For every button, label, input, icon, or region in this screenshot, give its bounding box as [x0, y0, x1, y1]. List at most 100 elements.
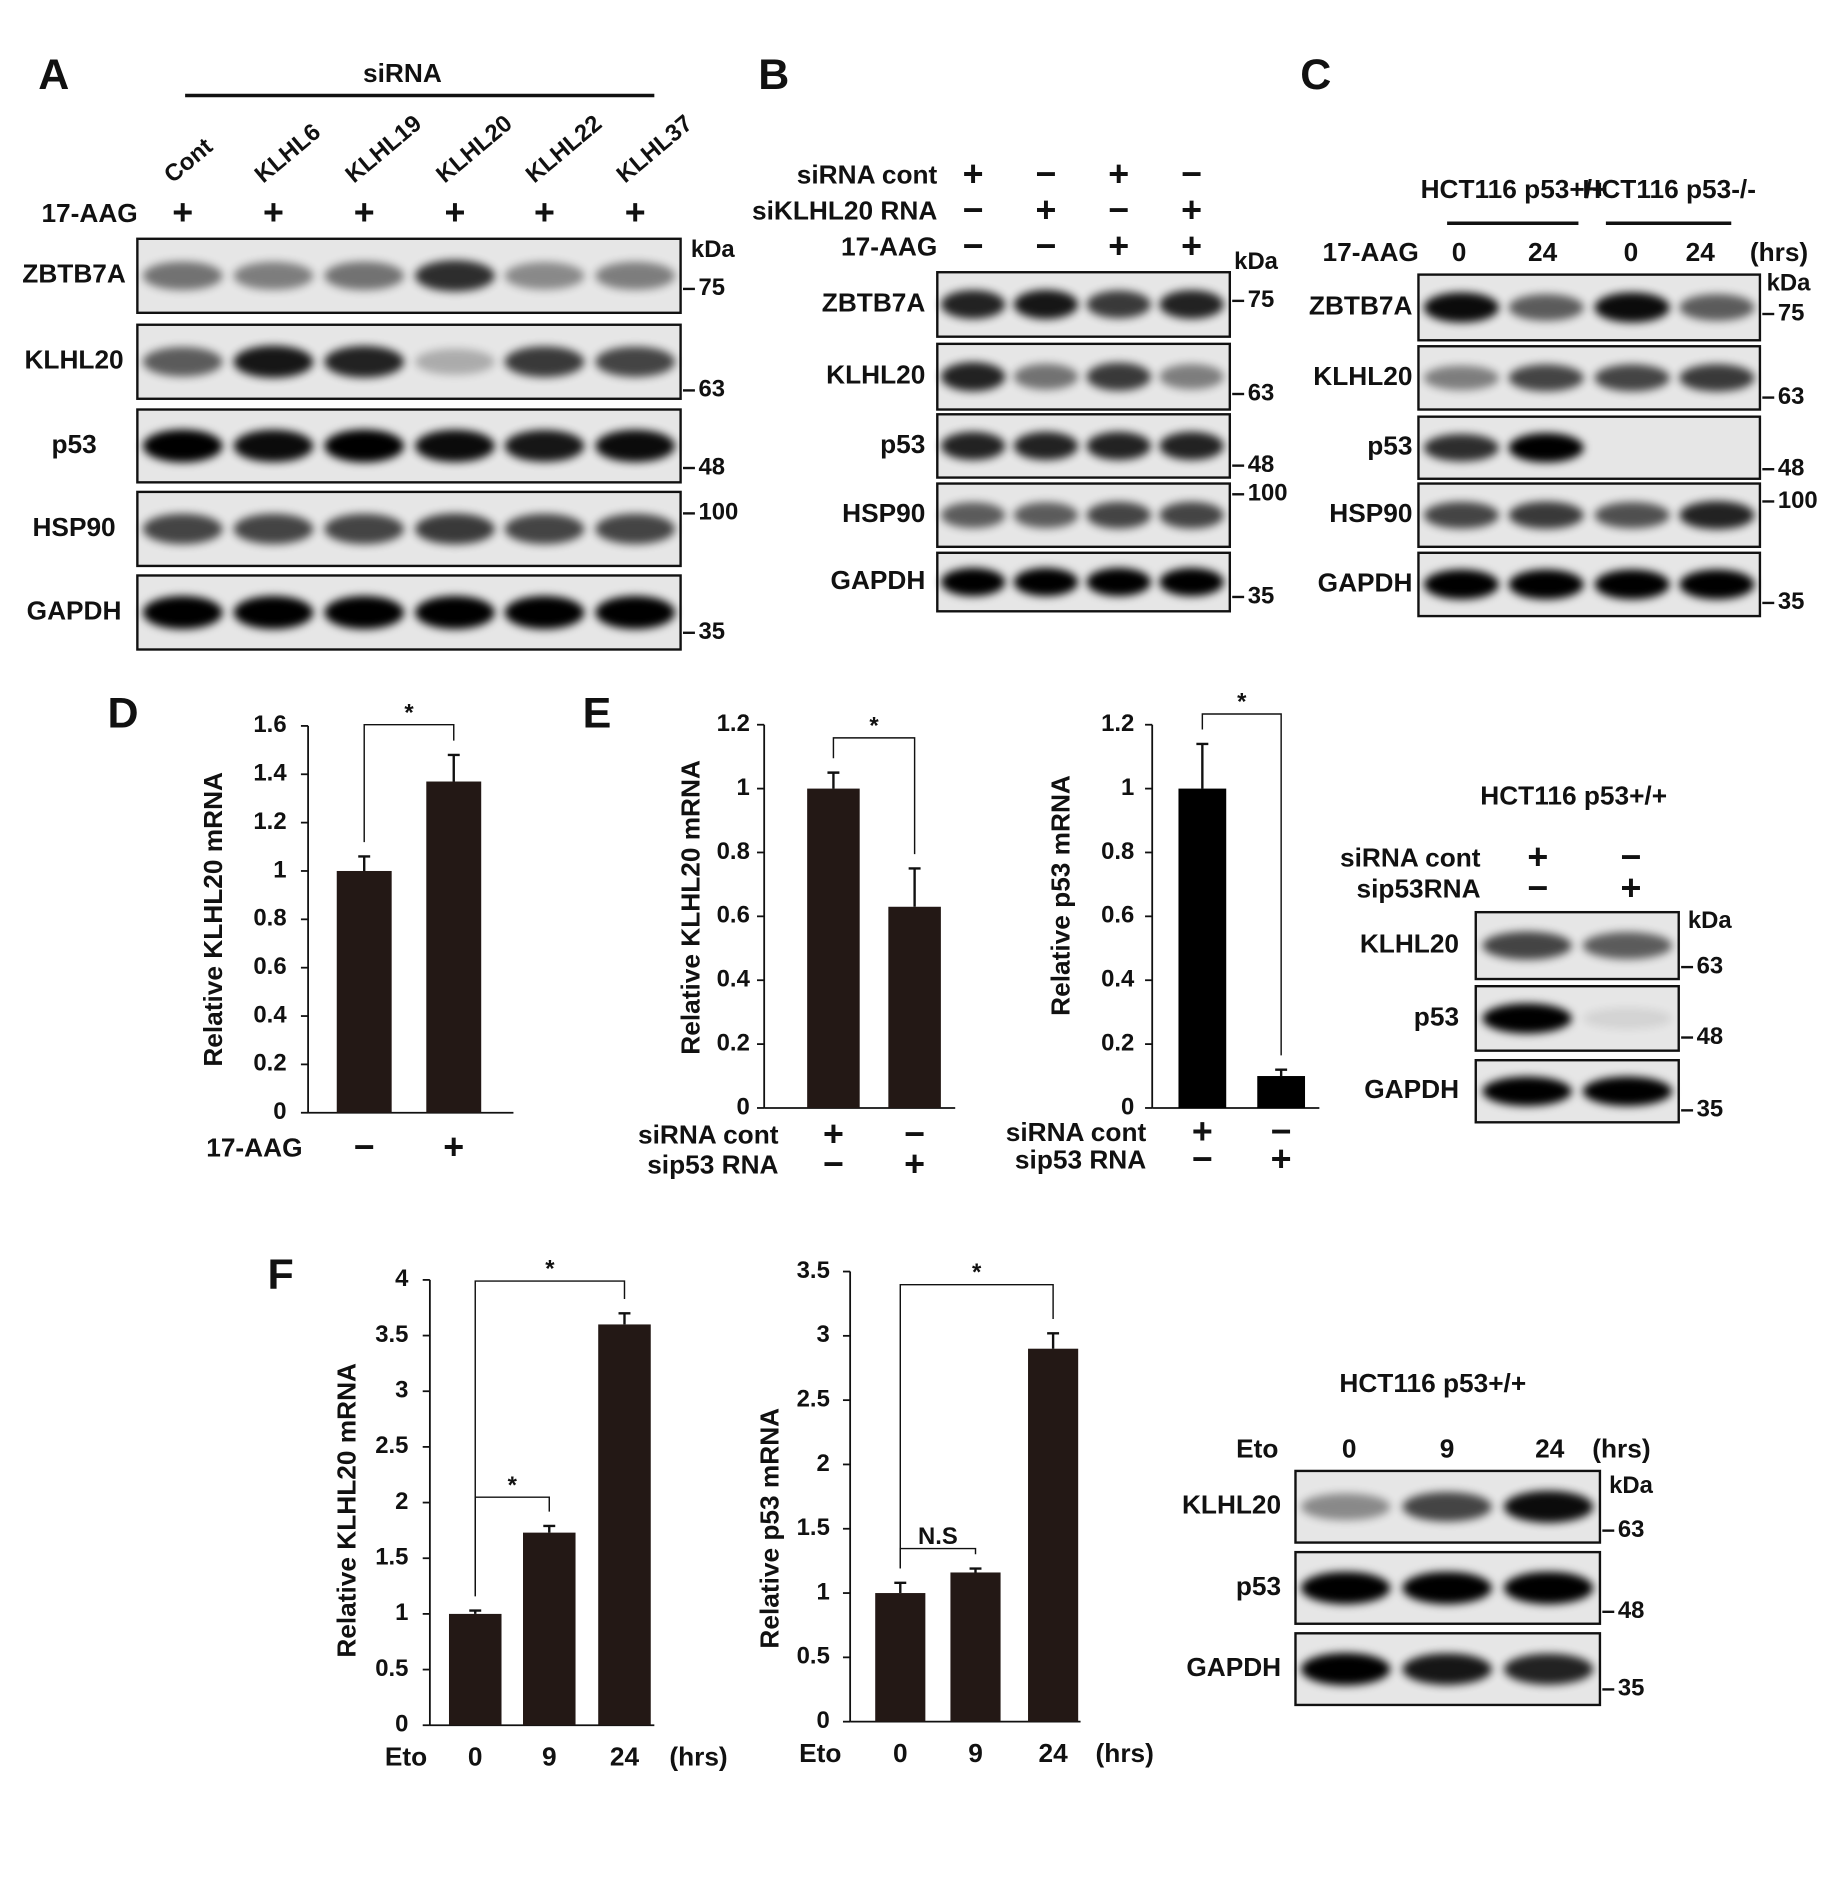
- blot-band: [1013, 363, 1079, 390]
- condition-mark: 24: [1535, 1434, 1565, 1464]
- condition-mark: +: [534, 192, 555, 232]
- condition-mark: +: [1108, 154, 1129, 194]
- condition-mark: −: [1192, 1139, 1213, 1179]
- blot-band: [415, 429, 495, 463]
- y-tick-label: 1.5: [797, 1514, 830, 1541]
- kda-unit: kDa: [691, 236, 735, 263]
- bar: [888, 906, 941, 1108]
- blot-band: [233, 261, 314, 290]
- blot-band: [1086, 290, 1151, 319]
- blot-band: [1508, 294, 1584, 321]
- bar: [426, 781, 482, 1113]
- blot-band: [595, 346, 676, 377]
- bar: [950, 1572, 1001, 1722]
- kda-marker: 35: [1618, 1675, 1645, 1702]
- y-axis-label: Relative KLHL20 mRNA: [675, 760, 705, 1055]
- y-tick-label: 1.5: [375, 1544, 408, 1571]
- blot-band: [1503, 1490, 1594, 1523]
- significance-bracket: [1201, 713, 1282, 1056]
- y-tick-label: 1: [817, 1578, 830, 1605]
- blot-band: [1423, 365, 1499, 391]
- condition-mark: +: [263, 192, 284, 232]
- blot-band: [1086, 431, 1151, 461]
- blot-band: [1300, 1571, 1391, 1605]
- kda-marker: 35: [1697, 1096, 1724, 1123]
- lane-label: KLHL22: [521, 110, 607, 189]
- blot-band: [1503, 1653, 1594, 1685]
- y-axis-label: Relative KLHL20 mRNA: [332, 1363, 362, 1658]
- condition-mark: +: [1621, 868, 1642, 908]
- condition-mark: 9: [968, 1738, 983, 1768]
- bar: [1178, 788, 1227, 1108]
- significance-bracket: [474, 1280, 626, 1597]
- y-tick-label: 3: [395, 1377, 408, 1404]
- condition-mark: +: [172, 192, 193, 232]
- condition-mark: 24: [1528, 237, 1558, 267]
- condition-unit: (hrs): [1592, 1434, 1650, 1464]
- blot-strip: [136, 490, 682, 568]
- bar: [523, 1532, 576, 1726]
- condition-mark: +: [1181, 190, 1202, 230]
- condition-label: sip53 RNA: [1015, 1145, 1146, 1175]
- kda-marker: 75: [699, 274, 726, 301]
- blot-band: [233, 345, 314, 378]
- blot-band: [595, 595, 676, 630]
- y-tick-label: 0.8: [717, 838, 750, 865]
- row-label: KLHL20: [1313, 361, 1412, 391]
- blot-band: [1013, 502, 1079, 529]
- y-tick-label: 0.4: [253, 1001, 287, 1028]
- blot-band: [1013, 431, 1079, 461]
- error-bar: [969, 1567, 982, 1573]
- y-tick-label: 1: [395, 1599, 408, 1626]
- condition-label: 17-AAG: [841, 231, 937, 261]
- blot-band: [940, 290, 1006, 319]
- lane-label: KLHL6: [250, 118, 326, 188]
- blot-band: [142, 429, 223, 463]
- kda-marker: 75: [1778, 299, 1805, 326]
- y-tick-label: 0.2: [1101, 1029, 1134, 1056]
- row-label: p53: [1414, 1001, 1459, 1031]
- condition-mark: 9: [1440, 1434, 1455, 1464]
- blot-band: [1423, 292, 1499, 323]
- blot-band: [1503, 1571, 1594, 1605]
- blot-band: [1086, 501, 1151, 529]
- significance-bracket: [899, 1547, 977, 1569]
- y-tick-label: 0.2: [717, 1029, 750, 1056]
- error-bar: [894, 1581, 907, 1594]
- y-tick-label: 0.4: [1101, 966, 1135, 993]
- error-bar: [1047, 1332, 1060, 1349]
- lane-label: KLHL19: [340, 110, 426, 189]
- condition-mark: −: [1621, 837, 1642, 877]
- blot-band: [1482, 931, 1572, 960]
- blot-band: [1300, 1652, 1391, 1686]
- error-bar: [447, 753, 460, 782]
- blot-band: [504, 262, 585, 290]
- blot-strip: [136, 323, 682, 400]
- y-tick-label: 0.4: [717, 966, 751, 993]
- condition-unit: (hrs): [1096, 1738, 1154, 1768]
- row-label: GAPDH: [831, 565, 926, 595]
- kda-marker: 63: [1778, 383, 1805, 410]
- blot-band: [415, 513, 495, 545]
- kda-marker: 100: [1248, 480, 1288, 507]
- kda-marker: 48: [1697, 1023, 1724, 1050]
- y-axis-label: Relative KLHL20 mRNA: [198, 772, 228, 1067]
- row-label: KLHL20: [1182, 1490, 1281, 1520]
- row-label: GAPDH: [27, 595, 122, 625]
- blot-band: [1402, 1491, 1492, 1522]
- condition-mark: 24: [1686, 237, 1716, 267]
- blot-band: [415, 260, 495, 292]
- condition-mark: −: [823, 1144, 844, 1184]
- condition-label: 17-AAG: [41, 198, 137, 228]
- significance-label: *: [972, 1259, 982, 1286]
- condition-mark: −: [1527, 868, 1548, 908]
- row-label: GAPDH: [1186, 1652, 1281, 1682]
- condition-label: Eto: [799, 1738, 841, 1768]
- significance-bracket: [899, 1283, 1054, 1569]
- blot-band: [324, 513, 405, 545]
- y-tick-label: 1: [737, 774, 750, 801]
- bar: [807, 788, 860, 1108]
- condition-mark: +: [904, 1144, 925, 1184]
- significance-bracket: [363, 724, 455, 843]
- error-bar: [618, 1312, 631, 1325]
